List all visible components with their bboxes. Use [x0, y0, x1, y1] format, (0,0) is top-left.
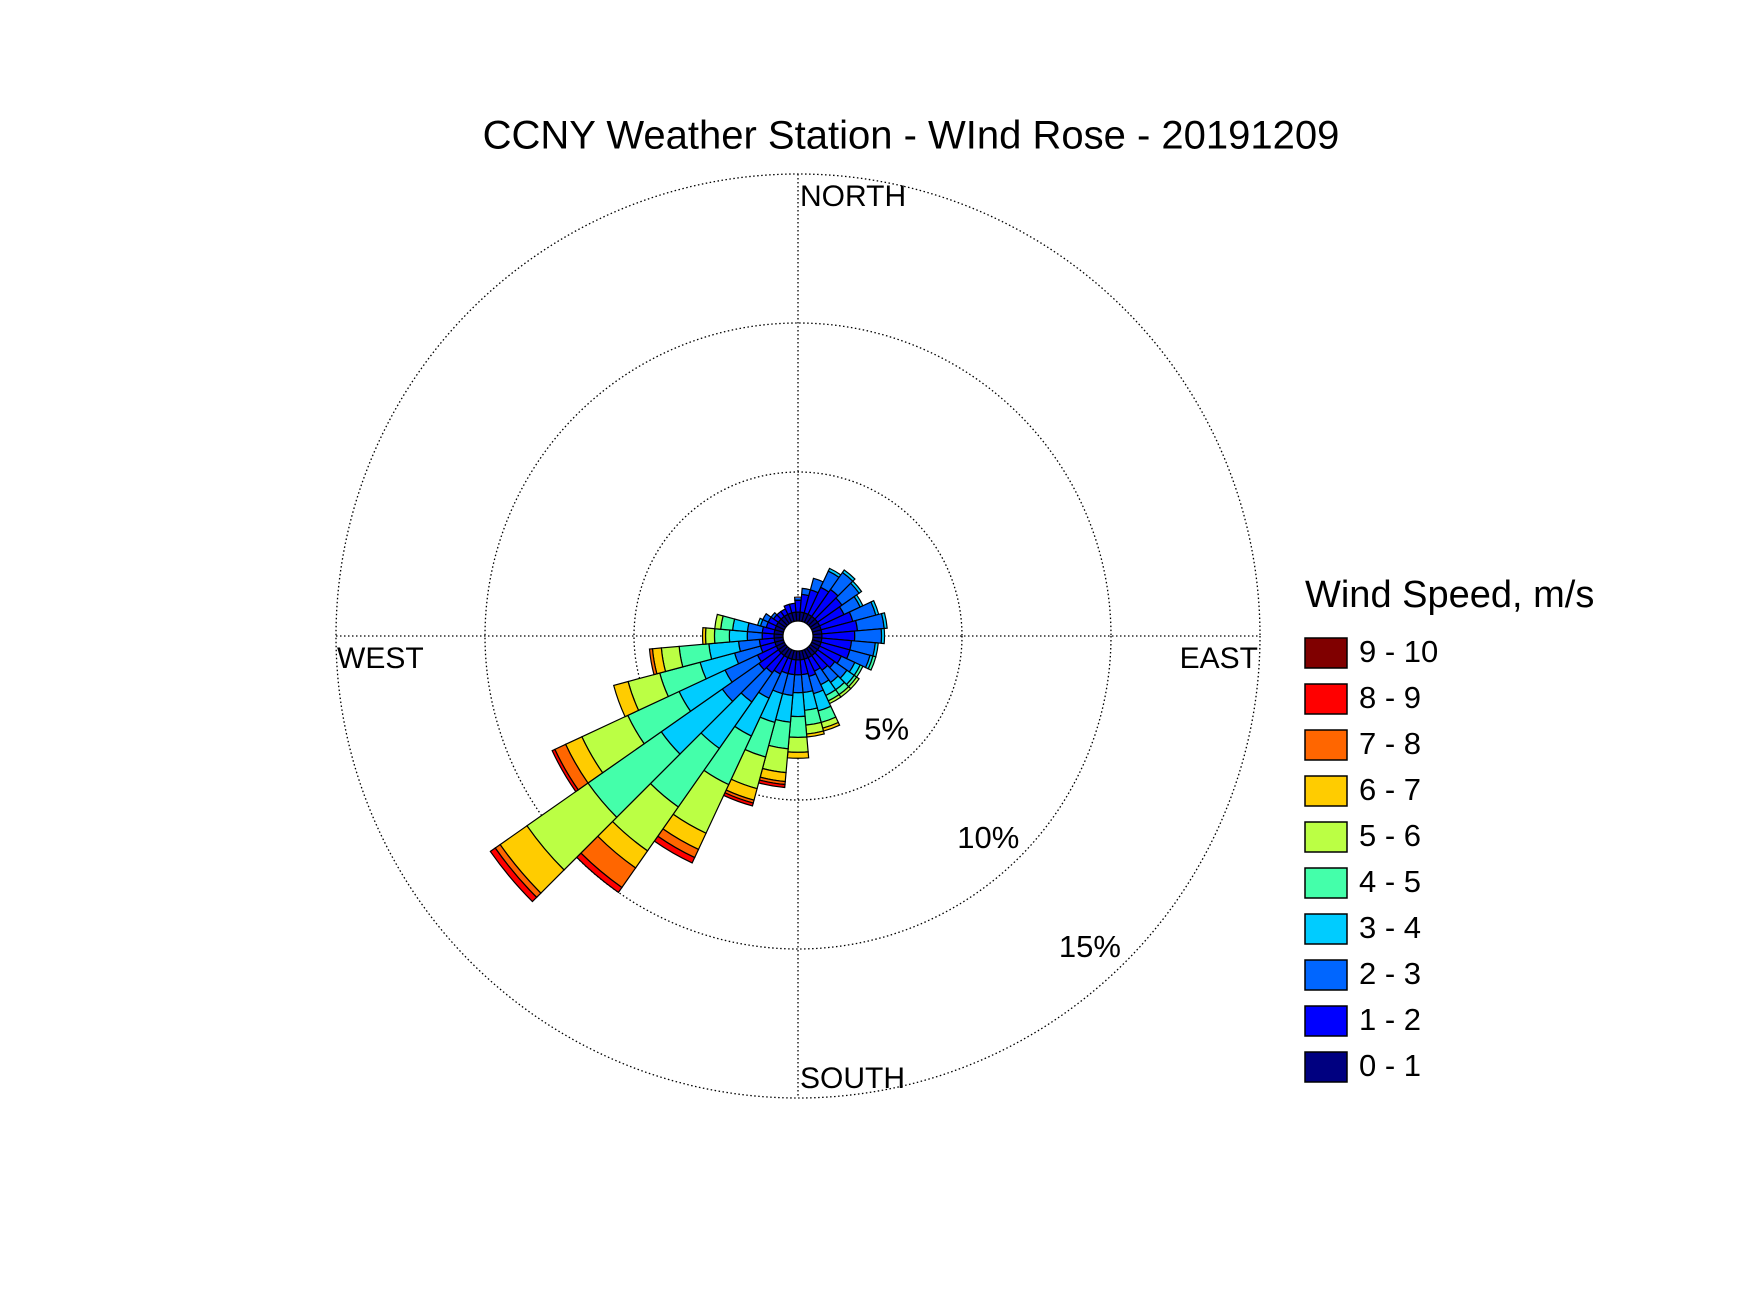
- grid-ring: [633, 471, 963, 801]
- ring-label: 5%: [864, 711, 909, 746]
- grid: [335, 173, 1261, 1099]
- wedge: [880, 612, 888, 630]
- wedge: [762, 612, 772, 623]
- ring-label: 15%: [1059, 929, 1121, 964]
- legend-label: 3 - 4: [1359, 910, 1421, 945]
- legend-swatch: [1304, 775, 1348, 807]
- wedge: [551, 748, 580, 793]
- wedge: [787, 736, 809, 753]
- wedges: [489, 567, 888, 903]
- direction-label: NORTH: [800, 180, 906, 213]
- direction-label: EAST: [1180, 642, 1258, 675]
- direction-label: SOUTH: [800, 1062, 905, 1095]
- grid-ring: [484, 322, 1112, 950]
- wedge: [788, 602, 797, 614]
- wedge: [731, 618, 750, 633]
- wedge: [793, 596, 803, 601]
- overlay: NORTH SOUTH WEST EAST 5% 10% 15% 0 - 1 1 - 2 2 - …: [337, 180, 1438, 1095]
- legend-label: 4 - 5: [1359, 864, 1421, 899]
- legend-swatch: [1304, 729, 1348, 761]
- legend-label: 0 - 1: [1359, 1048, 1421, 1083]
- legend-swatch: [1304, 637, 1348, 669]
- legend-label: 7 - 8: [1359, 726, 1421, 761]
- wedge: [770, 611, 778, 620]
- wedge: [880, 627, 886, 645]
- legend-label: 1 - 2: [1359, 1002, 1421, 1037]
- wedge: [701, 627, 707, 645]
- legend-label: 8 - 9: [1359, 680, 1421, 715]
- legend-swatch: [1304, 1005, 1348, 1037]
- ring-label: 10%: [957, 820, 1019, 855]
- legend-title: Wind Speed, m/s: [1305, 574, 1594, 616]
- wedge: [841, 569, 856, 582]
- wedge: [849, 580, 863, 595]
- wedge: [714, 613, 724, 630]
- chart-title: CCNY Weather Station - WInd Rose - 20191…: [483, 114, 1340, 158]
- wedge: [867, 655, 877, 671]
- legend-label: 2 - 3: [1359, 956, 1421, 991]
- legend-label: 9 - 10: [1359, 634, 1438, 669]
- legend-swatch: [1304, 959, 1348, 991]
- wedge: [788, 715, 808, 739]
- direction-label: WEST: [337, 642, 424, 675]
- legend-swatch: [1304, 821, 1348, 853]
- legend-label: 5 - 6: [1359, 818, 1421, 853]
- legend-swatch: [1304, 683, 1348, 715]
- wedge: [648, 648, 658, 676]
- wedge: [704, 627, 716, 645]
- wedge: [713, 628, 731, 644]
- legend-swatch: [1304, 1051, 1348, 1083]
- legend-swatch: [1304, 867, 1348, 899]
- center-hole: [782, 620, 814, 652]
- wedge: [786, 751, 810, 759]
- legend-label: 6 - 7: [1359, 772, 1421, 807]
- legend-swatch: [1304, 913, 1348, 945]
- wedge: [756, 617, 764, 627]
